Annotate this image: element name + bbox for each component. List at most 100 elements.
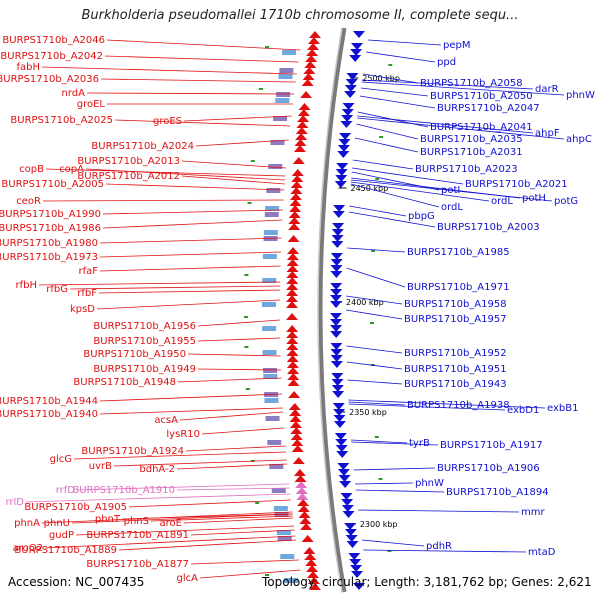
- gene-label[interactable]: bdhA-2: [139, 464, 175, 475]
- gene-label[interactable]: ordL: [491, 196, 513, 207]
- connector-line: [185, 445, 286, 452]
- reverse-gene-arrow: [335, 175, 348, 182]
- feature-band: [275, 98, 290, 103]
- reverse-gene-arrow: [337, 469, 350, 476]
- gene-label[interactable]: BURPS1710b_A1980: [0, 238, 98, 249]
- gene-label[interactable]: BURPS1710b_A2023: [415, 164, 518, 175]
- gene-label[interactable]: BURPS1710b_A1957: [404, 314, 507, 325]
- gene-label[interactable]: BURPS1710b_A1917: [440, 440, 543, 451]
- gene-label[interactable]: BURPS1710b_A1990: [0, 209, 101, 220]
- gene-label[interactable]: BURPS1710b_A2021: [465, 179, 568, 190]
- gene-label[interactable]: BURPS1710b_A1940: [0, 409, 98, 420]
- gene-label[interactable]: aroE: [160, 518, 182, 529]
- gene-label[interactable]: tyrB: [409, 438, 430, 449]
- gene-label[interactable]: ceoR: [16, 196, 41, 207]
- gene-label[interactable]: fabH: [16, 62, 40, 73]
- gene-label[interactable]: BURPS1710b_A2036: [0, 74, 99, 85]
- gene-label[interactable]: BURPS1710b_A2005: [1, 179, 104, 190]
- gene-label[interactable]: BURPS1710b_A2012: [77, 171, 180, 182]
- gene-label[interactable]: glcA: [177, 573, 199, 584]
- gene-label[interactable]: BURPS1710b_A1958: [404, 299, 507, 310]
- gene-label[interactable]: BURPS1710b_A1986: [0, 223, 101, 234]
- gene-label[interactable]: BURPS1710b_A2050: [430, 91, 533, 102]
- gene-label[interactable]: potH: [522, 193, 546, 204]
- gene-label[interactable]: BURPS1710b_A2003: [437, 222, 540, 233]
- gene-label[interactable]: rrfD: [56, 485, 76, 496]
- gene-label[interactable]: BURPS1710b_A1938: [407, 400, 510, 411]
- gene-label[interactable]: ppd: [437, 57, 456, 68]
- forward-gene-arrow: [286, 271, 299, 278]
- gene-label[interactable]: BURPS1710b_A1905: [24, 502, 127, 513]
- gene-label[interactable]: BURPS1710b_A1971: [407, 282, 510, 293]
- gene-label[interactable]: BURPS1710b_A1950: [83, 349, 186, 360]
- gene-label[interactable]: rfaF: [78, 266, 98, 277]
- gene-label[interactable]: BURPS1710b_A2035: [420, 134, 523, 145]
- gene-label[interactable]: ahpF: [535, 128, 560, 139]
- gene-label[interactable]: potI: [441, 185, 460, 196]
- gene-label[interactable]: copA: [59, 164, 84, 175]
- gene-label[interactable]: BURPS1710b_A1894: [446, 487, 549, 498]
- gene-label[interactable]: BURPS1710b_A1910: [72, 485, 175, 496]
- gene-label[interactable]: BURPS1710b_A2041: [430, 122, 533, 133]
- gene-label[interactable]: BURPS1710b_A1955: [93, 336, 196, 347]
- gene-label[interactable]: BURPS1710b_A1944: [0, 396, 98, 407]
- connector-line: [347, 247, 406, 253]
- gene-label[interactable]: ordL: [441, 202, 463, 213]
- gene-label[interactable]: uvrB: [89, 461, 112, 472]
- gene-label[interactable]: mtaD: [528, 547, 556, 558]
- gene-label[interactable]: rfbF: [77, 288, 97, 299]
- gene-label[interactable]: lysR10: [166, 429, 200, 440]
- gene-label[interactable]: BURPS1710b_A1877: [86, 559, 189, 570]
- gene-label[interactable]: BURPS1710b_A1948: [73, 377, 176, 388]
- gene-label[interactable]: BURPS1710b_A1951: [404, 364, 507, 375]
- gene-label[interactable]: BURPS1710b_A2058: [420, 78, 523, 89]
- gene-label[interactable]: pdhR: [426, 541, 452, 552]
- gene-label[interactable]: pepM: [443, 40, 470, 51]
- connector-line: [183, 115, 292, 122]
- gene-label[interactable]: rrlD: [5, 497, 24, 508]
- gene-label[interactable]: BURPS1710b_A2042: [0, 51, 103, 62]
- forward-gene-arrow: [290, 433, 303, 440]
- gene-label[interactable]: BURPS1710b_A1943: [404, 379, 507, 390]
- gene-label[interactable]: BURPS1710b_A2013: [77, 156, 180, 167]
- gene-label[interactable]: rfbG: [46, 284, 68, 295]
- gene-label[interactable]: ahpC: [566, 134, 592, 145]
- gene-label[interactable]: BURPS1710b_A1906: [437, 463, 540, 474]
- gene-label[interactable]: BURPS1710b_A1891: [86, 530, 189, 541]
- gene-label[interactable]: phnS: [124, 516, 149, 527]
- gene-label[interactable]: BURPS1710b_A2024: [91, 141, 194, 152]
- gene-label[interactable]: BURPS1710b_A1889: [14, 545, 117, 556]
- gene-label[interactable]: glcG: [50, 454, 72, 465]
- gene-label[interactable]: groES: [153, 116, 182, 127]
- gene-label[interactable]: BURPS1710b_A1973: [0, 252, 98, 263]
- gene-label[interactable]: phnA: [14, 518, 40, 529]
- gene-label[interactable]: BURPS1710b_A2046: [2, 35, 105, 46]
- gene-label[interactable]: rfbH: [16, 280, 38, 291]
- gene-label[interactable]: BURPS1710b_A1952: [404, 348, 507, 359]
- gene-label[interactable]: gudP: [49, 530, 74, 541]
- gene-label[interactable]: phnW: [415, 478, 444, 489]
- gene-label[interactable]: BURPS1710b_A1985: [407, 247, 510, 258]
- gene-label[interactable]: nrdA: [62, 88, 86, 99]
- gene-label[interactable]: BURPS1710b_A1924: [81, 446, 184, 457]
- forward-gene-arrow: [303, 547, 316, 554]
- gene-label[interactable]: pbpG: [408, 211, 435, 222]
- gene-label[interactable]: phnT: [95, 514, 121, 525]
- gene-label[interactable]: BURPS1710b_A2031: [420, 147, 523, 158]
- gene-label[interactable]: phnU: [44, 518, 70, 529]
- gene-label[interactable]: darR: [535, 84, 559, 95]
- gene-label[interactable]: phnW: [566, 90, 595, 101]
- gene-label[interactable]: kpsD: [70, 304, 95, 315]
- gene-label[interactable]: BURPS1710b_A1949: [93, 364, 196, 375]
- gene-label[interactable]: groEL: [77, 99, 106, 110]
- gene-label[interactable]: acsA: [154, 415, 178, 426]
- gene-label[interactable]: exbD1: [507, 405, 539, 416]
- gene-label[interactable]: BURPS1710b_A1956: [93, 321, 196, 332]
- gene-label[interactable]: BURPS1710b_A2025: [10, 115, 113, 126]
- gene-label[interactable]: aroQ2: [13, 543, 43, 554]
- gene-label[interactable]: BURPS1710b_A2047: [437, 103, 540, 114]
- gene-label[interactable]: copB: [19, 164, 44, 175]
- gene-label[interactable]: exbB1: [547, 403, 578, 414]
- gene-label[interactable]: potG: [554, 196, 578, 207]
- gene-label[interactable]: mmr: [521, 507, 545, 518]
